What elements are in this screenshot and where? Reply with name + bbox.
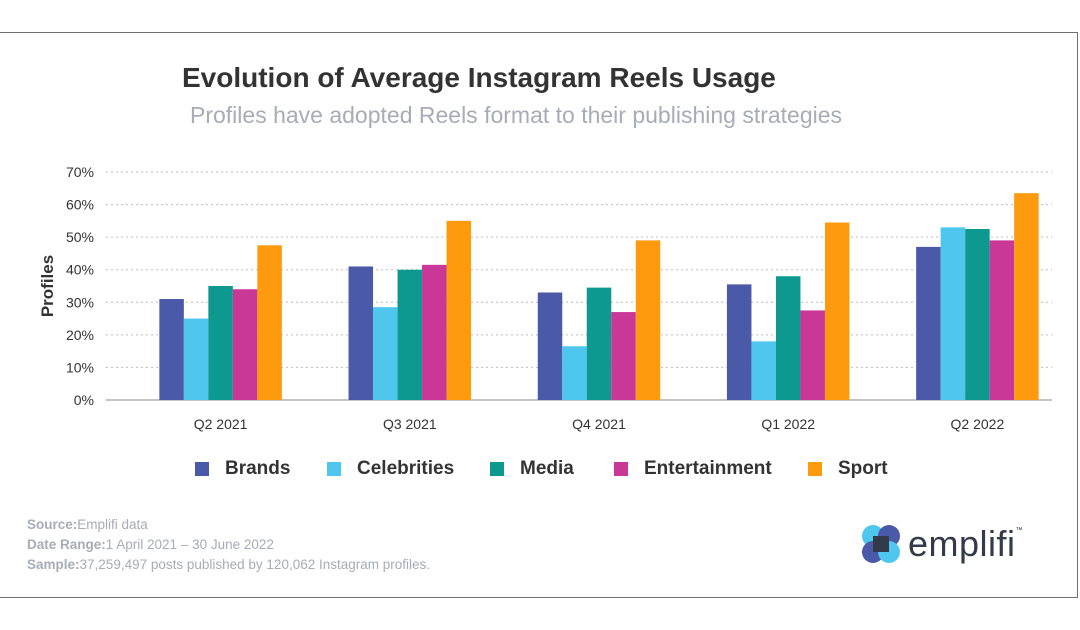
y-axis-label: Profiles — [38, 255, 57, 317]
sample-label: Sample: — [27, 557, 80, 572]
date-range-line: Date Range:1 April 2021 – 30 June 2022 — [27, 535, 430, 555]
legend-label: Celebrities — [357, 458, 455, 479]
source-value: Emplifi data — [77, 517, 148, 532]
sample-value: 37,259,497 posts published by 120,062 In… — [79, 557, 431, 572]
y-tick-label: 60% — [66, 197, 94, 213]
legend-swatch — [808, 462, 822, 476]
bar-brands-q2-2021 — [159, 299, 184, 400]
emplifi-logo: emplifi ™ — [860, 523, 1023, 565]
legend-item-media: Media — [490, 456, 574, 482]
bar-sport-q4-2021 — [635, 240, 661, 400]
bar-sport-q2-2022 — [1014, 193, 1039, 400]
bar-brands-q1-2022 — [726, 284, 752, 400]
chart-subtitle: Profiles have adopted Reels format to th… — [190, 102, 843, 128]
legend-item-brands: Brands — [195, 456, 290, 482]
axis-labels: 0% 10% 20% 30% 40% 50% 60% 70% Q2 2021 Q3 2021 Q4 … — [66, 164, 1004, 432]
bar-media-q3-2021 — [397, 269, 423, 400]
y-tick-label: 50% — [66, 229, 94, 245]
source-label: Source: — [27, 517, 78, 532]
y-tick-label: 10% — [66, 359, 94, 375]
x-tick-label: Q3 2021 — [383, 416, 437, 432]
bar-celebrities-q2-2021 — [183, 318, 209, 400]
legend-swatch — [327, 462, 341, 476]
legend-label: Media — [520, 458, 574, 479]
bar-entertainment-q4-2021 — [611, 312, 636, 400]
bar-entertainment-q1-2022 — [800, 310, 825, 400]
bar-brands-q3-2021 — [348, 266, 374, 400]
bar-brands-q2-2022 — [916, 246, 941, 400]
legend-swatch — [195, 462, 209, 476]
legend-swatch — [490, 462, 504, 476]
x-tick-label: Q1 2022 — [761, 416, 815, 432]
legend-label: Brands — [225, 458, 291, 479]
chart-title: Evolution of Average Instagram Reels Usa… — [182, 62, 776, 93]
y-tick-label: 40% — [66, 262, 94, 278]
bar-entertainment-q3-2021 — [422, 264, 447, 400]
bar-celebrities-q3-2021 — [373, 307, 398, 400]
bar-sport-q1-2022 — [824, 222, 850, 400]
date-range-value: 1 April 2021 – 30 June 2022 — [105, 537, 274, 552]
legend-label: Sport — [838, 458, 888, 479]
bars — [159, 193, 1039, 400]
y-tick-label: 70% — [66, 164, 94, 180]
bar-media-q2-2022 — [965, 229, 990, 400]
y-tick-label: 30% — [66, 294, 94, 310]
logo-trademark: ™ — [1015, 527, 1023, 534]
date-range-label: Date Range: — [27, 537, 106, 552]
bar-celebrities-q4-2021 — [562, 346, 587, 400]
legend-item-sport: Sport — [808, 456, 888, 482]
source-line: Source:Emplifi data — [27, 515, 430, 535]
legend-item-entertainment: Entertainment — [614, 456, 772, 482]
emplifi-logo-mark-icon — [862, 525, 900, 563]
sample-line: Sample:37,259,497 posts published by 120… — [27, 555, 430, 575]
bar-sport-q2-2021 — [257, 245, 282, 400]
legend-swatch — [614, 462, 628, 476]
footer: Source:Emplifi data Date Range:1 April 2… — [27, 515, 430, 575]
x-tick-label: Q2 2022 — [951, 416, 1005, 432]
legend: Brands Celebrities Media Entertainment Sport — [0, 456, 1080, 484]
bar-media-q1-2022 — [775, 276, 801, 400]
x-tick-label: Q2 2021 — [194, 416, 248, 432]
bar-entertainment-q2-2021 — [232, 289, 258, 400]
bar-celebrities-q1-2022 — [751, 341, 776, 400]
bar-entertainment-q2-2022 — [989, 240, 1015, 400]
bar-brands-q4-2021 — [537, 292, 563, 400]
bar-sport-q3-2021 — [446, 220, 472, 400]
bar-media-q4-2021 — [586, 287, 612, 400]
legend-label: Entertainment — [644, 458, 772, 479]
logo-wordmark: emplifi — [908, 523, 1016, 564]
legend-item-celebrities: Celebrities — [327, 456, 454, 482]
x-tick-label: Q4 2021 — [572, 416, 626, 432]
y-tick-label: 0% — [74, 392, 94, 408]
bar-celebrities-q2-2022 — [940, 227, 966, 400]
bar-media-q2-2021 — [208, 286, 233, 400]
y-tick-label: 20% — [66, 327, 94, 343]
